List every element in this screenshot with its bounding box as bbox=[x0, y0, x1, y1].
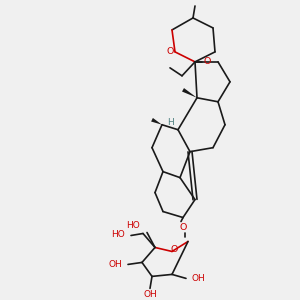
Text: OH: OH bbox=[192, 274, 206, 283]
Text: OH: OH bbox=[143, 290, 157, 299]
Polygon shape bbox=[151, 118, 162, 125]
Text: H: H bbox=[167, 118, 173, 127]
Polygon shape bbox=[182, 88, 197, 98]
Text: HO: HO bbox=[111, 230, 125, 239]
Text: OH: OH bbox=[108, 260, 122, 269]
Text: O: O bbox=[170, 245, 178, 254]
Text: O: O bbox=[179, 223, 187, 232]
Text: O: O bbox=[166, 47, 174, 56]
Text: O: O bbox=[203, 57, 211, 66]
Text: HO: HO bbox=[126, 221, 140, 230]
